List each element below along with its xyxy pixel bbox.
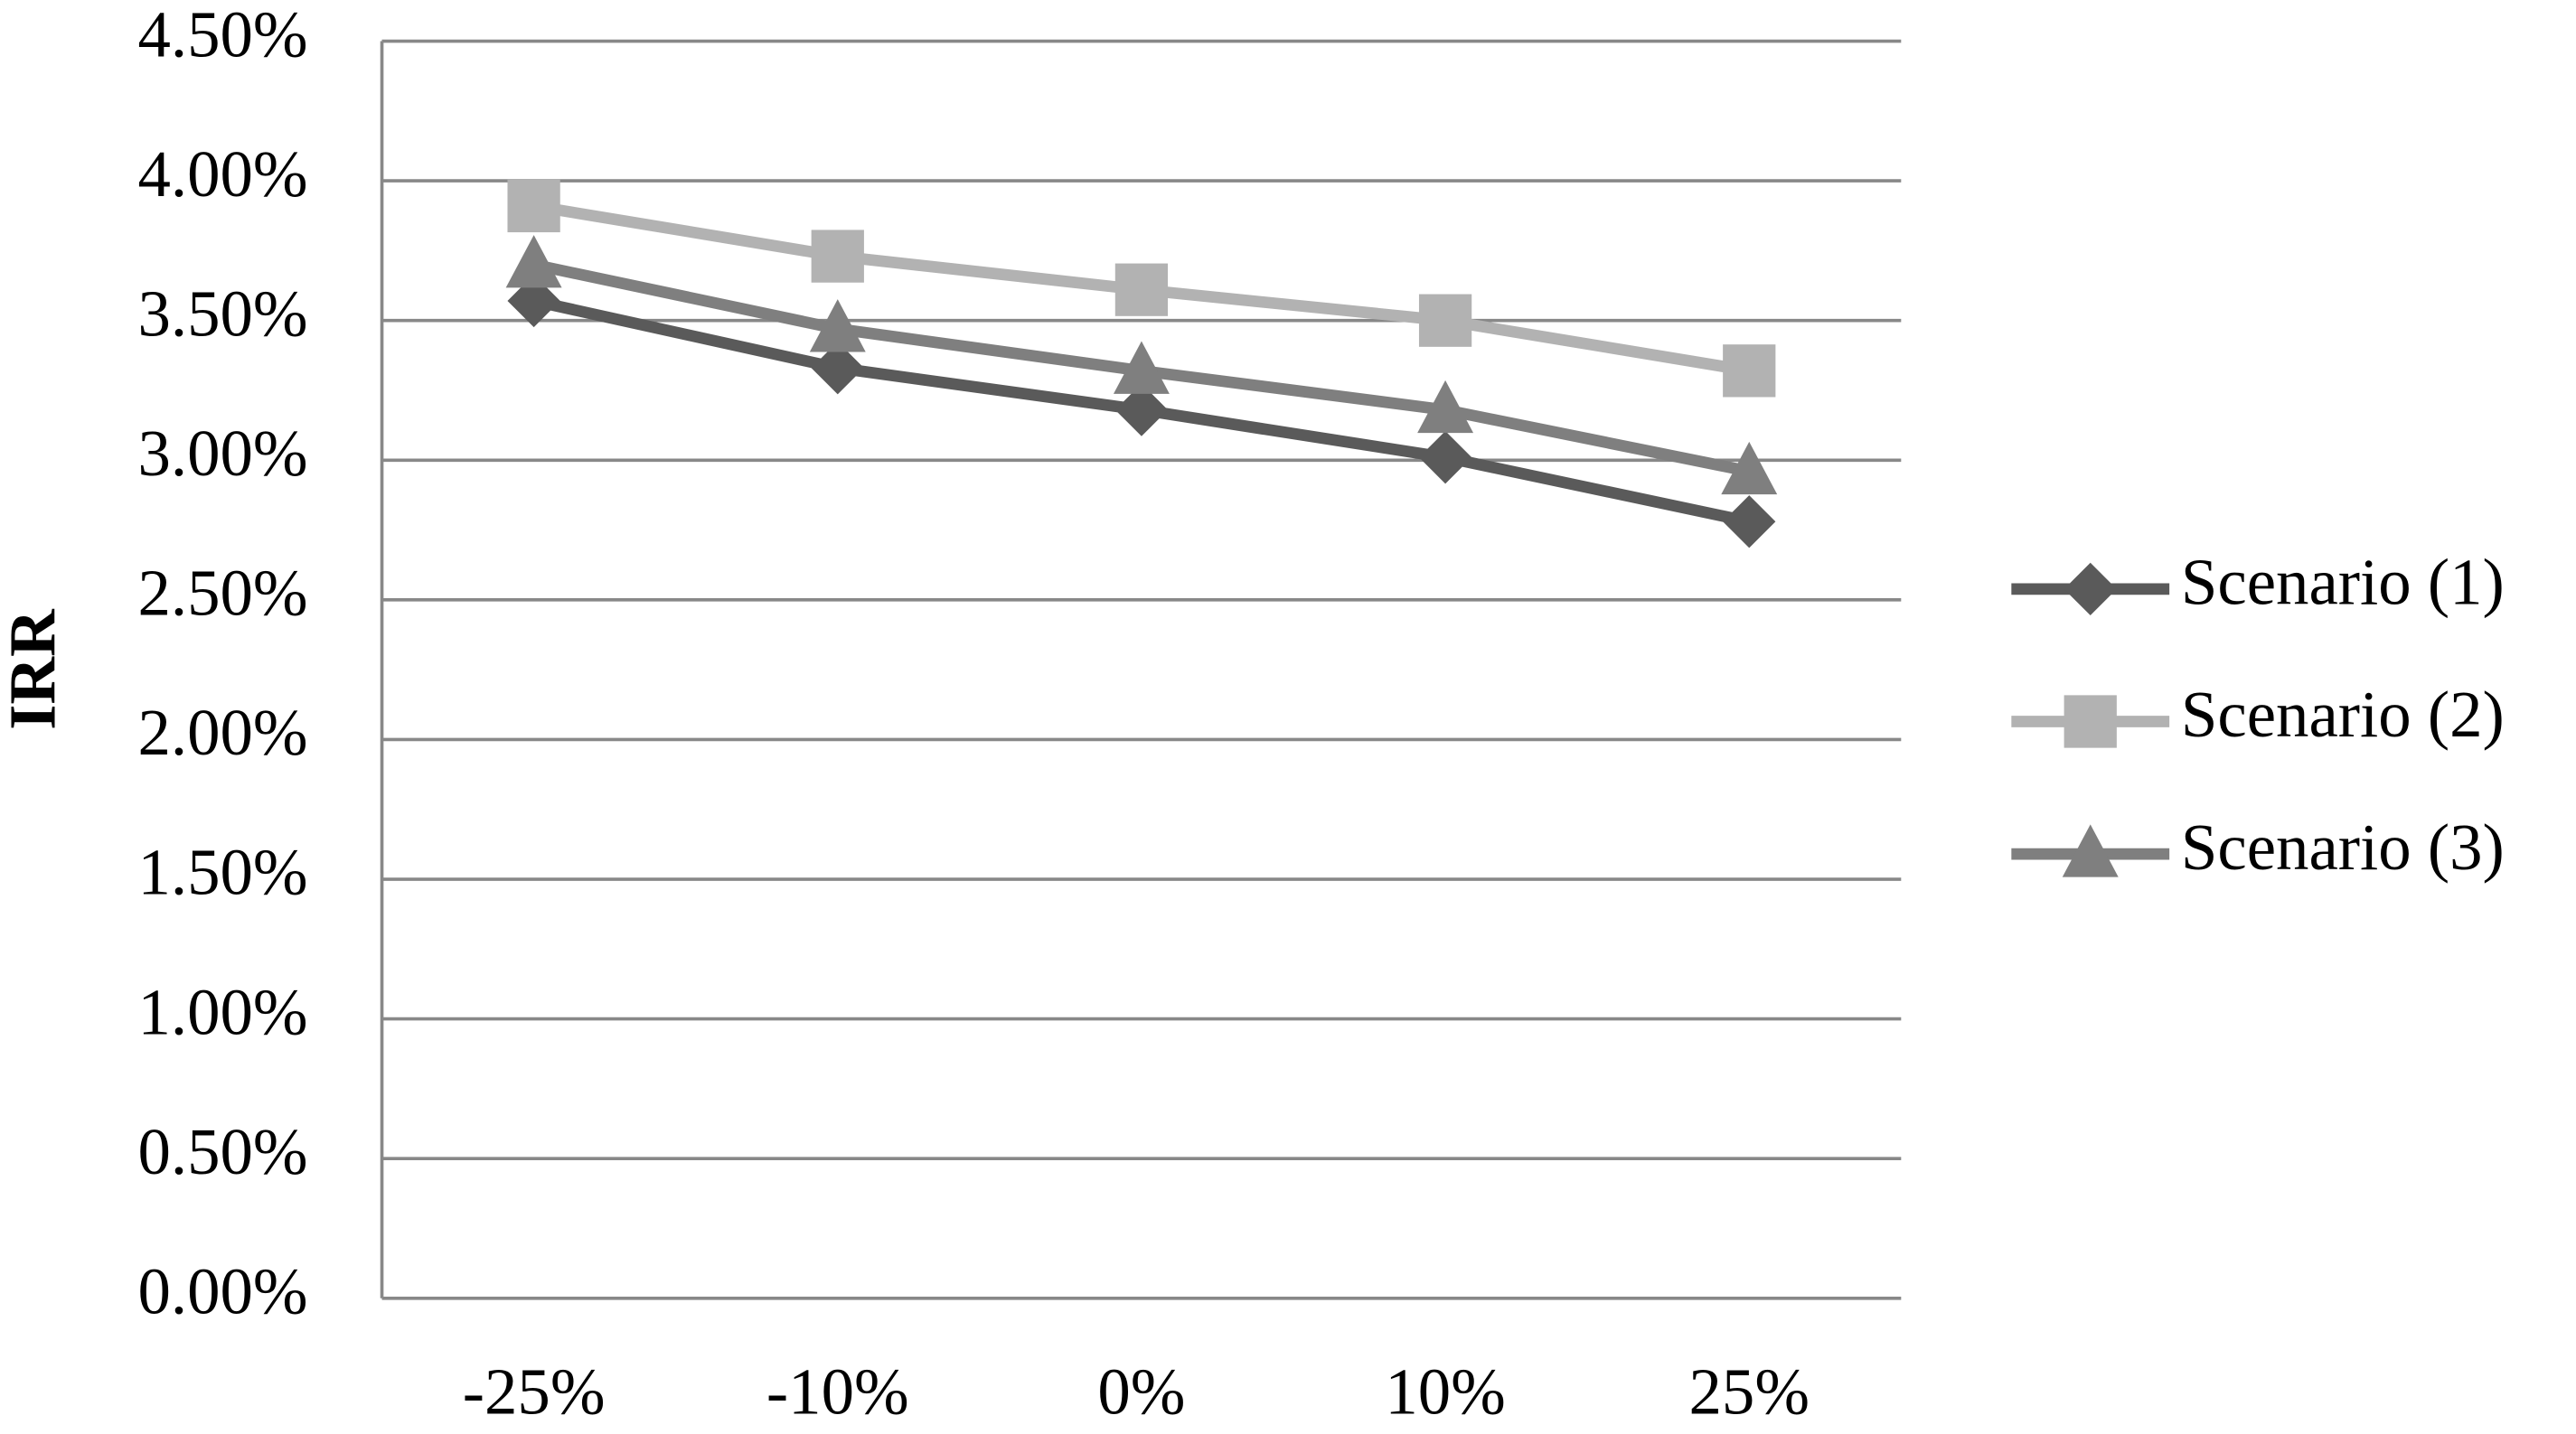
marker bbox=[2064, 562, 2117, 616]
y-tick-label: 4.50% bbox=[137, 0, 307, 70]
marker bbox=[1721, 441, 1778, 495]
marker bbox=[2062, 824, 2119, 877]
marker bbox=[811, 230, 864, 283]
marker bbox=[809, 299, 866, 352]
legend-label: Scenario (1) bbox=[2181, 546, 2505, 619]
y-tick-label: 0.00% bbox=[137, 1254, 307, 1327]
y-tick-label: 1.00% bbox=[137, 975, 307, 1048]
marker bbox=[507, 274, 560, 328]
y-tick-label: 0.50% bbox=[137, 1115, 307, 1188]
x-tick-label: 10% bbox=[1385, 1355, 1506, 1429]
legend-label: Scenario (3) bbox=[2181, 811, 2505, 884]
x-tick-label: -10% bbox=[766, 1355, 909, 1429]
x-tick-label: 0% bbox=[1097, 1355, 1185, 1429]
marker bbox=[507, 179, 560, 233]
marker bbox=[505, 235, 562, 288]
y-tick-label: 3.50% bbox=[137, 276, 307, 350]
x-tick-label: 25% bbox=[1688, 1355, 1810, 1429]
y-tick-label: 4.00% bbox=[137, 137, 307, 211]
y-tick-label: 2.50% bbox=[137, 557, 307, 630]
x-tick-label: -25% bbox=[463, 1355, 606, 1429]
marker bbox=[1417, 380, 1474, 434]
marker bbox=[2064, 695, 2117, 748]
marker bbox=[1418, 431, 1472, 484]
marker bbox=[1114, 263, 1169, 316]
marker bbox=[811, 342, 864, 395]
marker bbox=[1418, 294, 1472, 347]
marker bbox=[1723, 495, 1776, 548]
legend-label: Scenario (2) bbox=[2181, 678, 2505, 751]
y-tick-label: 3.00% bbox=[137, 417, 307, 490]
marker bbox=[1114, 383, 1169, 436]
y-axis-title: IRR bbox=[0, 608, 69, 730]
y-tick-label: 1.50% bbox=[137, 836, 307, 909]
marker bbox=[1113, 341, 1170, 394]
marker bbox=[1723, 344, 1776, 398]
y-tick-label: 2.00% bbox=[137, 696, 307, 769]
